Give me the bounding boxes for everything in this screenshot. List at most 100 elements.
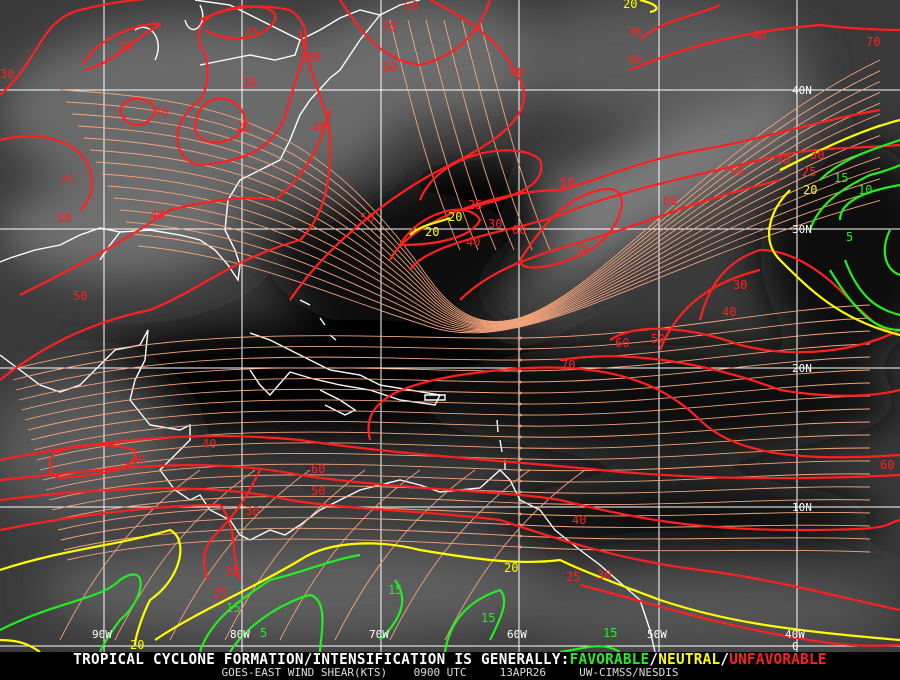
unfavorable-shear-contour [579, 583, 900, 647]
unfavorable-contour-label: 30 [118, 39, 132, 53]
unfavorable-shear-contour [389, 108, 881, 261]
contour-labels: 30 30 25 30 30 40 25 40 25 30 40 50 60 70 60 60 50 30 40 40… [0, 0, 894, 652]
unfavorable-contour-label: 40 [202, 437, 216, 451]
streamline [389, 19, 461, 251]
unfavorable-shear-contour [418, 149, 543, 212]
grid-labels: 90W 80W 70W 60W 50W 40W 40N 30N 20N 10N 0 [92, 84, 812, 652]
unfavorable-contour-label: 30 [810, 148, 824, 162]
streamline [21, 356, 871, 411]
streamline [45, 460, 871, 491]
streamline [24, 369, 871, 421]
unfavorable-shear-contour [289, 0, 526, 301]
unfavorable-contour-label: 25 [60, 173, 74, 187]
streamline [107, 145, 881, 329]
unfavorable-contour-label: 60 [663, 194, 677, 208]
unfavorable-contour-label: 30 [242, 76, 256, 90]
streamline [119, 167, 881, 331]
unfavorable-shear-contour [118, 97, 157, 126]
satellite-water-vapor-imagery [0, 0, 900, 652]
unfavorable-contour-label: 30 [597, 568, 611, 582]
favorable-shear-contour [379, 579, 404, 641]
unfavorable-contour-label: 60 [311, 462, 325, 476]
streamline [95, 124, 881, 327]
unfavorable-contour-label: 30 [131, 453, 145, 467]
streamline [131, 189, 881, 332]
unfavorable-contour-label: 70 [561, 358, 575, 372]
latitude-label: 0 [792, 640, 799, 652]
unfavorable-shear-contour [19, 109, 332, 296]
streamline [389, 469, 531, 641]
streamline [60, 517, 871, 541]
unfavorable-contour-label: 60 [880, 458, 894, 472]
unfavorable-label: UNFAVORABLE [729, 650, 827, 668]
neutral-shear-contour [0, 638, 41, 652]
neutral-contour-label: 20 [130, 638, 144, 652]
product-footer: TROPICAL CYCLONE FORMATION/INTENSIFICATI… [0, 652, 900, 680]
neutral-shear-contour [154, 542, 900, 642]
neutral-shear-contour [639, 0, 658, 14]
streamline [12, 317, 871, 381]
latitude-label: 40N [792, 84, 812, 97]
unfavorable-contour-label: 40 [572, 513, 586, 527]
headline-prefix: TROPICAL CYCLONE FORMATION/INTENSIFICATI… [73, 650, 570, 668]
unfavorable-shear-contour [82, 22, 162, 72]
streamline [224, 469, 366, 641]
subtitle: GOES-EAST WIND SHEAR(KTS) 0900 UTC 13APR… [221, 666, 679, 679]
streamline [18, 343, 871, 401]
streamline [59, 59, 881, 322]
unfavorable-contour-label: 40 [150, 208, 164, 222]
streamline [83, 102, 881, 325]
unfavorable-shear-contour [199, 5, 277, 40]
streamline [114, 469, 256, 641]
unfavorable-shear-contour [399, 208, 482, 247]
favorable-shear-contour [559, 645, 621, 652]
favorable-contour-label: 15 [481, 611, 495, 625]
favorable-shear-contour [883, 229, 900, 277]
unfavorable-contour-label: 50 [560, 176, 574, 190]
streamline [77, 91, 881, 325]
shear-contours [0, 0, 900, 652]
favorable-shear-contour [808, 164, 900, 231]
streamline [444, 469, 586, 641]
favorable-shear-contour [229, 593, 324, 652]
streamline [9, 304, 871, 371]
neutral-contour-label: 20 [504, 561, 518, 575]
neutral-label: NEUTRAL [658, 650, 721, 668]
unfavorable-contour-label: 25 [468, 198, 482, 212]
longitude-label: 60W [507, 628, 527, 641]
unfavorable-shear-contour [176, 5, 307, 167]
unfavorable-shear-contour [0, 135, 94, 211]
longitude-label: 80W [230, 628, 250, 641]
unfavorable-contour-label: 40 [312, 120, 326, 134]
longitude-label: 50W [647, 628, 667, 641]
streamline [479, 19, 551, 251]
streamline [33, 408, 871, 451]
latitude-label: 10N [792, 501, 812, 514]
longitude-label: 40W [785, 628, 805, 641]
unfavorable-contour-label: 30 [733, 278, 747, 292]
unfavorable-shear-contour [0, 434, 900, 480]
unfavorable-contour-label: 25 [566, 570, 580, 584]
neutral-contour-label: 20 [623, 0, 637, 11]
unfavorable-contour-label: 60 [512, 223, 526, 237]
favorable-shear-contour [0, 573, 142, 652]
unfavorable-contour-label: 25 [236, 120, 250, 134]
streamline [443, 19, 515, 251]
neutral-shear-contour [768, 189, 900, 337]
unfavorable-contour-label: 40 [154, 105, 168, 119]
unfavorable-shear-contour [193, 97, 247, 144]
streamline [63, 527, 871, 551]
favorable-contour-label: 15 [603, 626, 617, 640]
neutral-shear-contour [779, 118, 900, 171]
unfavorable-contour-label: 30 [245, 504, 259, 518]
unfavorable-shear-contour [639, 4, 721, 41]
streamline [15, 330, 871, 391]
headline: TROPICAL CYCLONE FORMATION/INTENSIFICATI… [23, 652, 878, 667]
favorable-shear-contour [443, 588, 506, 652]
unfavorable-contour-label: 50 [730, 165, 744, 179]
unfavorable-shear-contour [629, 23, 900, 72]
unfavorable-shear-contour [0, 29, 332, 381]
unfavorable-contour-label: 40 [722, 305, 736, 319]
unfavorable-contour-label: 70 [382, 20, 396, 34]
unfavorable-shear-contour [0, 503, 241, 581]
